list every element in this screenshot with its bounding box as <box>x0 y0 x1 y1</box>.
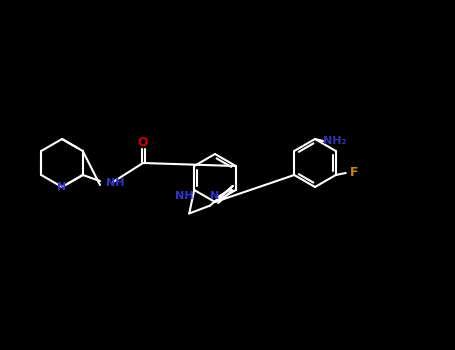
Text: NH: NH <box>175 191 193 201</box>
Text: N: N <box>210 191 220 201</box>
Text: NH₂: NH₂ <box>324 136 347 146</box>
Text: O: O <box>138 136 148 149</box>
Text: N: N <box>57 182 66 192</box>
Text: F: F <box>349 167 358 180</box>
Text: NH: NH <box>106 178 125 188</box>
